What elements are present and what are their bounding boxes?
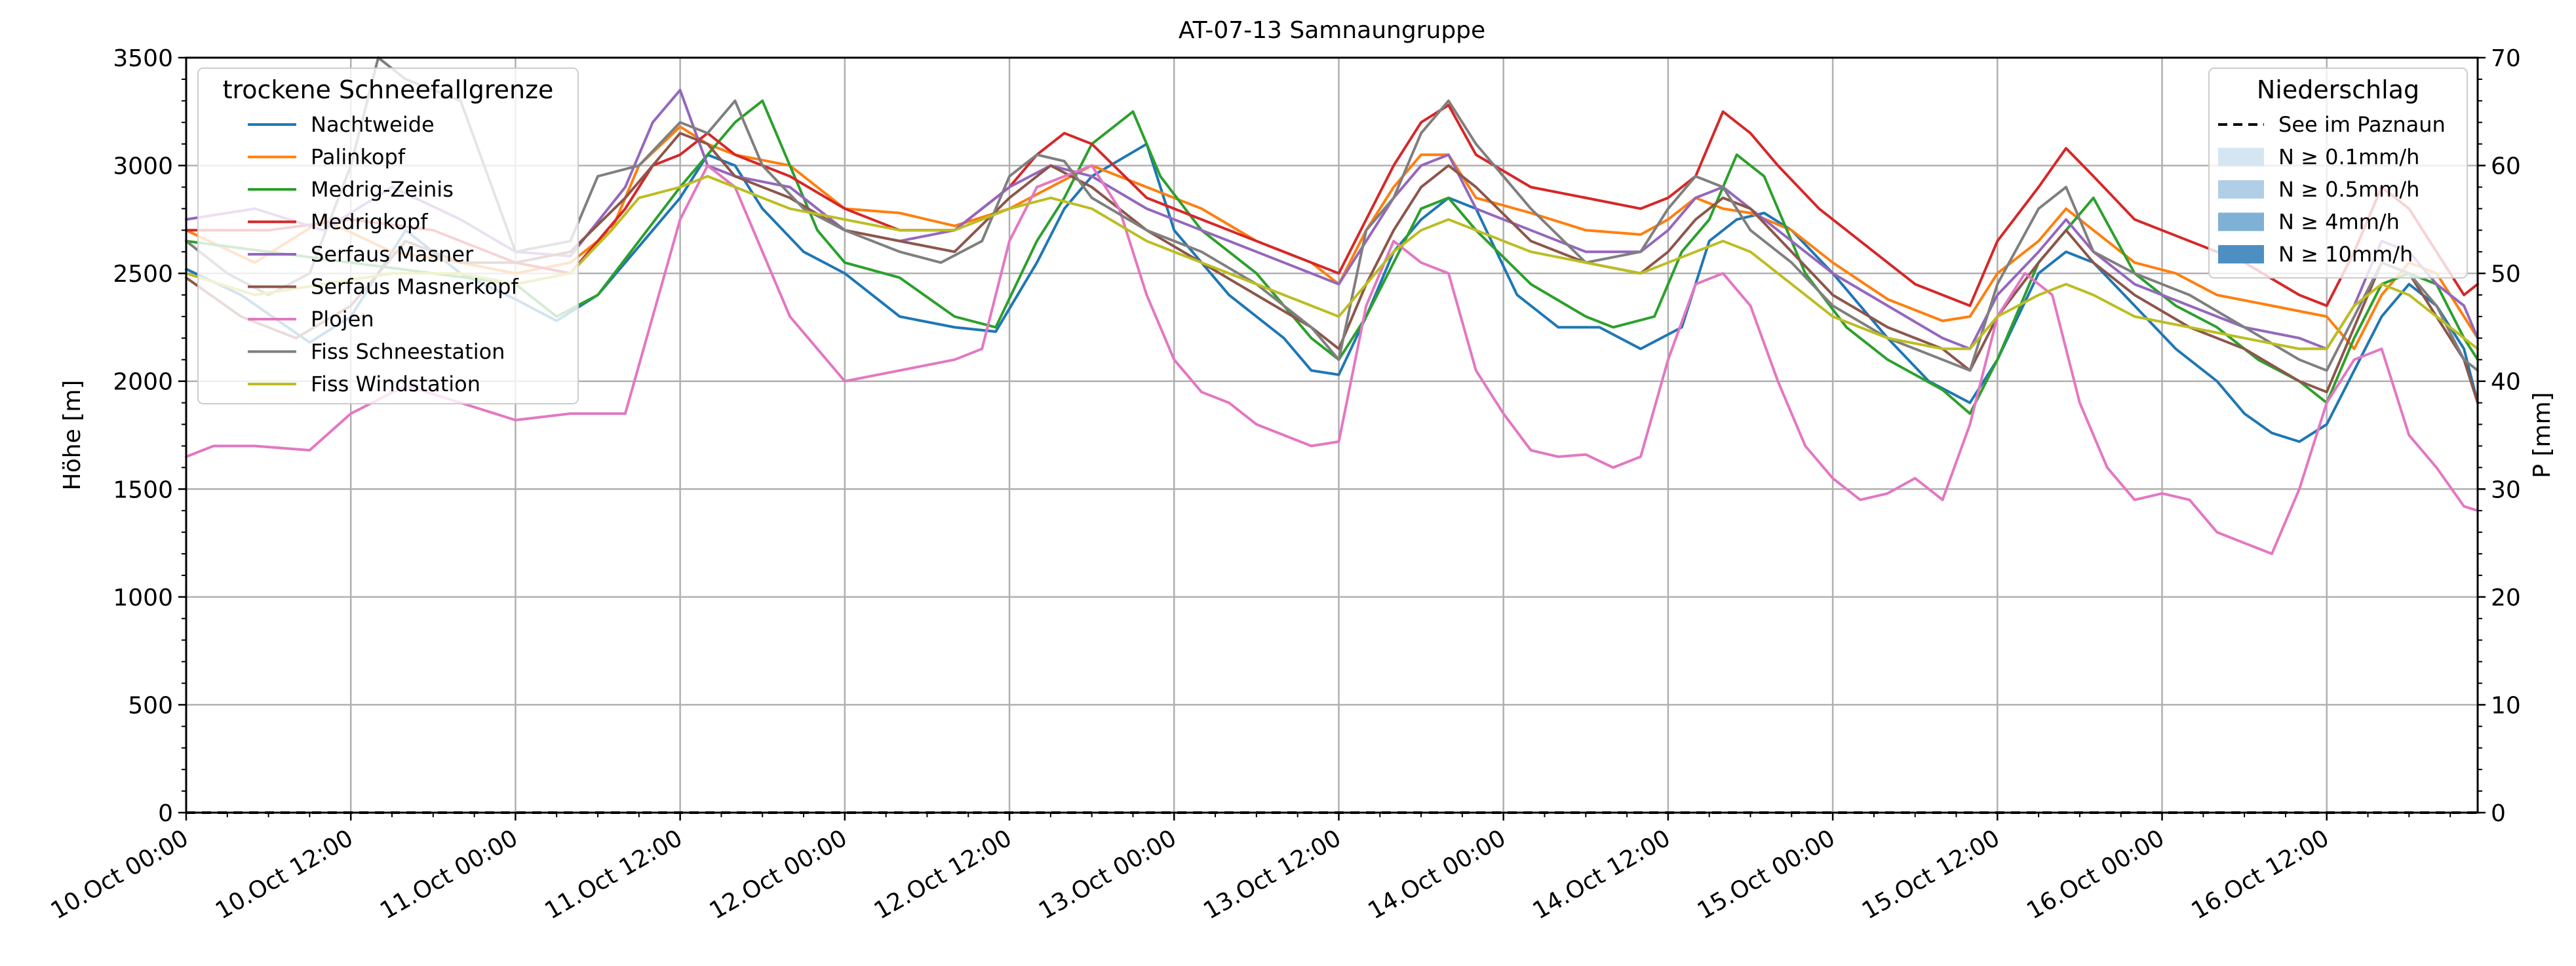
legend-label: Fiss Schneestation: [311, 339, 505, 364]
legend-precipitation-title: Niederschlag: [2257, 75, 2419, 104]
y-tick-label-right: 60: [2491, 153, 2521, 180]
legend-label: Palinkopf: [311, 145, 406, 170]
legend-label: N ≥ 0.1mm/h: [2278, 145, 2419, 170]
legend-precipitation-entries: See im Paznaun N ≥ 0.1mm/h N ≥ 0.5mm/h N ≥ …: [2218, 112, 2446, 267]
legend-snowline-title: trockene Schneefallgrenze: [223, 75, 554, 104]
legend-label: N ≥ 4mm/h: [2278, 210, 2400, 235]
series-line-medrigkopf: [185, 104, 2479, 307]
series-line-medrig-zeinis: [185, 99, 2479, 415]
legend-label: Medrig-Zeinis: [311, 177, 454, 202]
y-tick-label-left: 3000: [113, 153, 173, 180]
y-tick-label-right: 70: [2491, 45, 2521, 72]
plot-frame: [185, 56, 2479, 814]
y-tick-label-left: 1000: [113, 585, 173, 611]
y-tick-label-right: 40: [2491, 369, 2521, 396]
y-tick-label-right: 20: [2491, 585, 2521, 611]
legend-label: Plojen: [311, 307, 374, 332]
legend-patch-swatch: [2218, 180, 2264, 199]
legend-snowline: trockene Schneefallgrenze Nachtweide Pali…: [197, 68, 579, 404]
legend-patch-swatch: [2218, 212, 2264, 231]
series-line-fiss-schneestation: [185, 56, 2479, 372]
legend-label: Serfaus Masner: [311, 242, 474, 267]
legend-label: Serfaus Masnerkopf: [311, 275, 518, 299]
y-tick-label-right: 0: [2491, 800, 2506, 827]
series-layer: [185, 56, 2479, 555]
legend-patch-swatch: [2218, 245, 2264, 263]
y-tick-label-left: 2000: [113, 369, 173, 396]
y-tick-label-right: 50: [2491, 261, 2521, 288]
legend-patch-swatch: [2218, 147, 2264, 166]
y-axis-label-left: Höhe [m]: [59, 380, 86, 491]
y-tick-label-left: 1500: [113, 476, 173, 503]
series-line-plojen: [185, 164, 2479, 555]
series-line-serfaus-masner: [185, 88, 2479, 351]
legend-precipitation-box: [2208, 68, 2468, 279]
series-line-fiss-windstation: [185, 175, 2479, 351]
legend-label: Medrigkopf: [311, 210, 428, 235]
legend-label: N ≥ 10mm/h: [2278, 242, 2413, 267]
legend-snowline-entries: Nachtweide Palinkopf Medrig-Zeinis Medrigko…: [248, 112, 518, 396]
legend-label: Nachtweide: [311, 112, 435, 137]
y-axis-label-right: P [mm]: [2529, 392, 2556, 478]
y-tick-label-left: 2500: [113, 261, 173, 288]
series-line-serfaus-masnerkopf: [185, 132, 2479, 404]
legend-precipitation: Niederschlag See im Paznaun N ≥ 0.1mm/h N …: [2208, 68, 2468, 279]
y-tick-label-left: 3500: [113, 45, 173, 72]
legend-label: N ≥ 0.5mm/h: [2278, 177, 2419, 202]
y-tick-label-right: 10: [2491, 692, 2521, 719]
y-tick-label-left: 0: [158, 800, 173, 827]
y-tick-label-right: 30: [2491, 476, 2521, 503]
legend-label: Fiss Windstation: [311, 372, 480, 396]
y-tick-label-left: 500: [128, 692, 173, 719]
legend-label: See im Paznaun: [2278, 112, 2446, 137]
chart-title: AT-07-13 Samnaungruppe: [1179, 17, 1485, 44]
